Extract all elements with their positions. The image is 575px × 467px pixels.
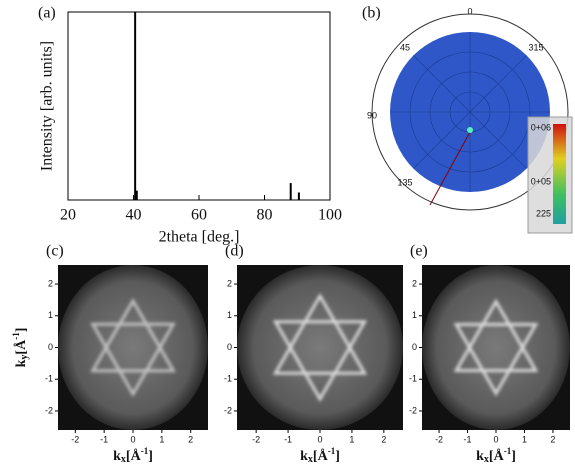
x-tick-label: -2: [252, 434, 260, 444]
y-tick-label: 0: [48, 342, 53, 352]
angle-label: 315: [528, 42, 543, 52]
y-tick-label: 0: [412, 342, 417, 352]
x-tick-label: -1: [284, 434, 292, 444]
panel-label: (d): [225, 243, 244, 260]
figure: (a)204060801002theta [deg.]Intensity [ar…: [0, 0, 575, 467]
angle-label: 0: [467, 6, 472, 16]
axis-label-part: k: [476, 449, 484, 464]
y-tick-label: 2: [412, 278, 417, 288]
axis-label-part: [Å: [13, 339, 29, 355]
map-disk: [58, 265, 208, 430]
x-tick-label: 80: [257, 207, 273, 224]
colorbar-label: 0+05: [531, 176, 551, 186]
y-tick-label: -2: [45, 405, 53, 415]
map-disk: [237, 265, 403, 430]
x-tick-label: 0: [493, 434, 498, 444]
axis-label-part: [Å: [489, 448, 505, 464]
x-tick-label: 1: [159, 434, 164, 444]
panel-label: (a): [38, 5, 56, 22]
page: {"chart_data": {"type": "stem", "panel_l…: [0, 0, 575, 467]
y-axis-label: Intensity [arb. units]: [39, 41, 56, 171]
x-tick-label: 40: [126, 207, 142, 224]
y-tick-label: 1: [412, 310, 417, 320]
axis-label-part: [Å: [313, 448, 329, 464]
panel-label: (e): [410, 243, 428, 260]
x-tick-label: -1: [464, 434, 472, 444]
axis-label: kx[Å-1]: [300, 446, 340, 465]
axis-label-part: [Å: [126, 448, 142, 464]
axis-label-part: k: [14, 359, 29, 367]
plot-frame: [68, 12, 330, 200]
y-tick-label: -1: [224, 374, 232, 384]
y-tick-label: 2: [227, 278, 232, 288]
panel-label: (b): [362, 5, 381, 22]
axis-label-part: k: [113, 449, 121, 464]
x-tick-label: -1: [100, 434, 108, 444]
y-tick-label: 1: [227, 310, 232, 320]
pole-spot: [467, 127, 473, 133]
colorbar: [553, 124, 566, 224]
y-tick-label: -2: [224, 405, 232, 415]
axis-label-part: ]: [511, 449, 516, 464]
colorbar-label: 0+06: [531, 122, 551, 132]
axis-label: kx[Å-1]: [113, 446, 153, 465]
axis-label: ky[Å-1]: [11, 328, 30, 368]
axis-label-part: k: [300, 449, 308, 464]
x-tick-label: 2: [550, 434, 555, 444]
axis-label-part: ]: [14, 328, 29, 333]
angle-label: 45: [400, 42, 410, 52]
map-disk: [422, 265, 570, 430]
x-tick-label: 0: [130, 434, 135, 444]
x-tick-label: -2: [71, 434, 79, 444]
angle-label: 90: [367, 110, 377, 120]
angle-label: 135: [397, 177, 412, 187]
colorbar-label: 225: [536, 208, 551, 218]
y-tick-label: 2: [48, 278, 53, 288]
axis-label: kx[Å-1]: [476, 446, 516, 465]
axis-label-part: ]: [335, 449, 340, 464]
y-tick-label: 1: [48, 310, 53, 320]
x-tick-label: 2: [188, 434, 193, 444]
x-tick-label: 20: [60, 207, 76, 224]
x-tick-label: -2: [435, 434, 443, 444]
x-tick-label: 1: [522, 434, 527, 444]
axis-label-part: ]: [148, 449, 153, 464]
x-tick-label: 2: [381, 434, 386, 444]
y-tick-label: -2: [409, 405, 417, 415]
y-tick-label: 0: [227, 342, 232, 352]
x-tick-label: 0: [317, 434, 322, 444]
x-tick-label: 60: [191, 207, 207, 224]
x-tick-label: 100: [318, 207, 342, 224]
y-tick-label: -1: [45, 374, 53, 384]
x-tick-label: 1: [349, 434, 354, 444]
y-tick-label: -1: [409, 374, 417, 384]
panel-label: (c): [46, 243, 64, 260]
